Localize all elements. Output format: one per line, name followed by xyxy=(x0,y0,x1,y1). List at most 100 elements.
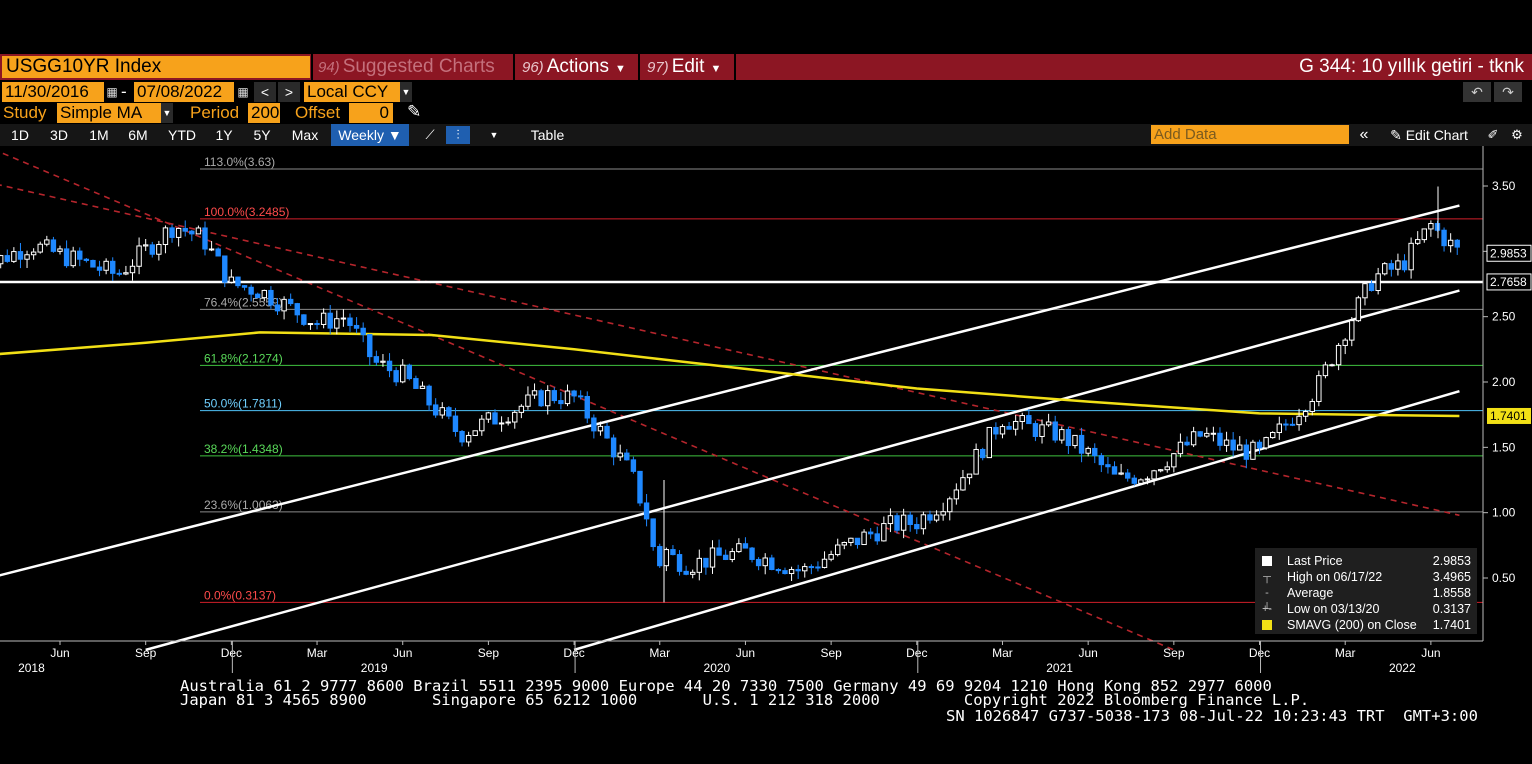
candle-body xyxy=(1349,320,1355,341)
period-1y-button[interactable]: 1Y xyxy=(215,127,233,143)
previous-period-button[interactable]: < xyxy=(254,82,276,102)
gear-icon[interactable]: ⚙ xyxy=(1511,127,1523,142)
candle-body xyxy=(1177,441,1184,455)
chevron-down-icon[interactable]: ▼ xyxy=(400,82,412,102)
candle-body xyxy=(512,411,518,423)
candle-body xyxy=(617,452,623,458)
candle-body xyxy=(815,566,821,569)
x-year-label: 2018 xyxy=(18,661,45,675)
candle-body xyxy=(1092,447,1098,457)
candle-body xyxy=(360,327,366,336)
candle-body xyxy=(643,502,650,520)
candle-body xyxy=(1250,441,1256,460)
period-max-button[interactable]: Max xyxy=(291,127,319,143)
candle-body xyxy=(44,239,50,245)
candle-body xyxy=(1329,364,1335,367)
fib-level-label: 0.0%(0.3137) xyxy=(204,588,276,602)
candle-body xyxy=(762,557,768,567)
period-6m-button[interactable]: 6M xyxy=(128,127,148,143)
next-period-button[interactable]: > xyxy=(278,82,300,102)
security-field[interactable]: USGG10YR Index xyxy=(2,56,310,78)
candle-body xyxy=(1355,297,1362,322)
candle-body xyxy=(1237,444,1243,451)
candle-body xyxy=(538,390,544,407)
line-chart-icon[interactable]: ⟋ xyxy=(425,127,435,142)
annotate-icon[interactable]: ✐ xyxy=(1487,127,1499,142)
candle-body xyxy=(156,244,162,255)
candle-body xyxy=(881,523,887,542)
candle-body xyxy=(406,364,413,380)
add-data-input[interactable]: Add Data xyxy=(1151,125,1349,144)
end-date-field[interactable]: 07/08/2022 xyxy=(134,82,234,102)
chevron-down-icon[interactable]: ▼ xyxy=(161,103,173,123)
candle-body xyxy=(261,289,268,299)
legend-label: Average xyxy=(1287,586,1334,600)
caret-down-icon: ▼ xyxy=(615,63,626,75)
currency-select[interactable]: Local CCY xyxy=(304,82,402,102)
candle-body xyxy=(1362,283,1368,299)
candle-body xyxy=(1164,466,1170,471)
menu-label: Suggested Charts xyxy=(342,56,495,77)
legend-swatch xyxy=(1262,556,1272,566)
start-date-field[interactable]: 11/30/2016 xyxy=(2,82,104,102)
fib-level-label: 23.6%(1.0063) xyxy=(204,498,283,512)
candle-body xyxy=(255,293,261,299)
offset-input[interactable]: 0 xyxy=(349,103,393,123)
candle-body xyxy=(340,317,347,320)
candle-body xyxy=(353,324,360,329)
trend-channel-line xyxy=(573,389,1460,652)
period-ytd-button[interactable]: YTD xyxy=(168,127,196,143)
chevron-down-icon[interactable]: ▼ xyxy=(489,130,499,140)
candle-body xyxy=(650,518,656,548)
calendar-icon[interactable]: ▦ xyxy=(237,85,249,99)
candle-body xyxy=(380,360,386,363)
candle-body xyxy=(683,570,689,575)
price-tag-label: 2.7658 xyxy=(1490,275,1527,289)
price-tag-label: 2.9853 xyxy=(1490,246,1527,260)
pencil-icon: ✎ xyxy=(1390,127,1402,143)
price-chart[interactable]: 113.0%(3.63) 100.0%(3.2485) 76.4%(2.5559) 6… xyxy=(0,146,1532,676)
edit-chart-label: Edit Chart xyxy=(1405,127,1468,143)
candle-body xyxy=(604,425,610,439)
candle-body xyxy=(1322,364,1329,377)
candle-body xyxy=(657,546,663,567)
undo-icon[interactable]: ↶ xyxy=(1463,82,1491,102)
calendar-icon[interactable]: ▦ xyxy=(106,85,118,99)
edit-menu[interactable]: 97) Edit ▼ xyxy=(641,54,733,80)
period-5y-button[interactable]: 5Y xyxy=(253,127,271,143)
candle-body xyxy=(1388,263,1395,270)
candle-body xyxy=(525,394,531,407)
candle-body xyxy=(1316,375,1322,403)
study-select[interactable]: Simple MA xyxy=(57,103,161,123)
candle-body xyxy=(287,298,294,305)
legend-value: 3.4965 xyxy=(1432,570,1471,584)
candlestick-icon[interactable]: ⫶ xyxy=(446,126,470,144)
actions-menu[interactable]: 96) Actions ▼ xyxy=(516,54,636,80)
candle-body xyxy=(1230,439,1236,451)
x-month-label: Dec xyxy=(563,646,584,660)
candle-body xyxy=(960,477,966,491)
redo-icon[interactable]: ↷ xyxy=(1494,82,1522,102)
menu-number: 96) xyxy=(522,59,544,76)
candle-body xyxy=(749,547,755,560)
period-1d-button[interactable]: 1D xyxy=(11,127,29,143)
candle-body xyxy=(386,360,393,372)
period-input[interactable]: 200 xyxy=(248,103,280,123)
menu-label: Edit xyxy=(671,56,705,77)
y-tick-label: 2.00 xyxy=(1492,375,1516,389)
legend-value: 1.7401 xyxy=(1432,618,1471,632)
period-3d-button[interactable]: 3D xyxy=(50,127,68,143)
table-button[interactable]: Table xyxy=(530,127,565,143)
candle-body xyxy=(1138,479,1144,484)
period-1m-button[interactable]: 1M xyxy=(89,127,109,143)
suggested-charts-menu[interactable]: 94) Suggested Charts xyxy=(312,54,512,80)
legend-label: Last Price xyxy=(1287,554,1343,568)
collapse-icon[interactable]: « xyxy=(1359,126,1369,143)
candle-body xyxy=(136,245,142,267)
x-month-label: Sep xyxy=(1163,646,1185,660)
candle-body xyxy=(1078,434,1085,454)
edit-chart-button[interactable]: ✎ Edit Chart xyxy=(1381,124,1477,146)
pencil-icon[interactable]: ✎ xyxy=(407,102,422,121)
frequency-select[interactable]: Weekly ▼ xyxy=(331,124,409,146)
candle-body xyxy=(1144,478,1151,481)
